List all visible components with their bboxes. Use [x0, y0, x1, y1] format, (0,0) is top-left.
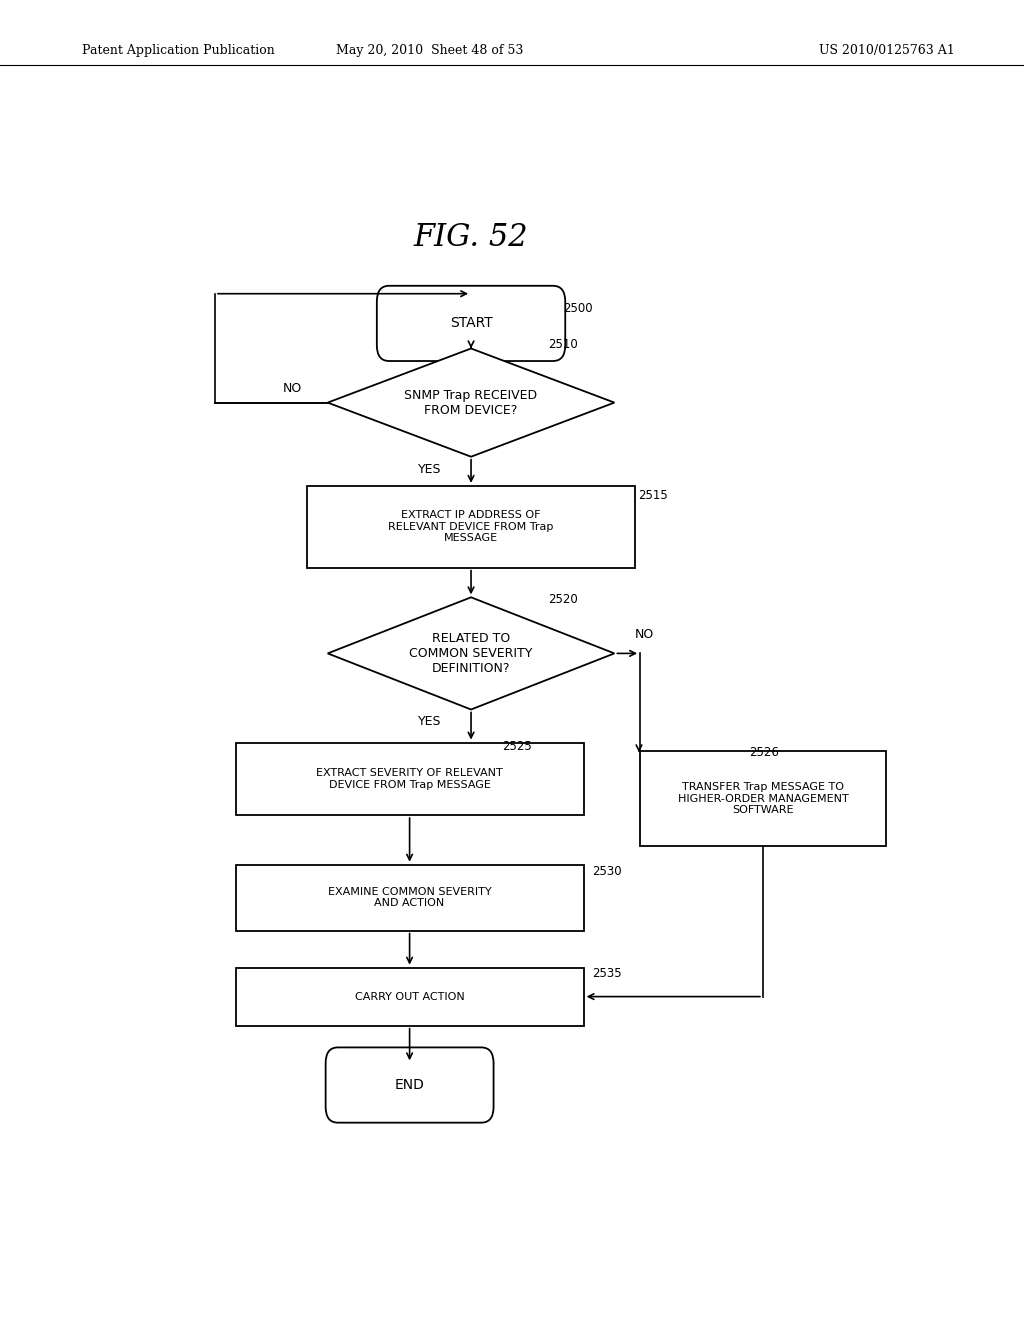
Text: START: START: [450, 317, 493, 330]
Text: TRANSFER Trap MESSAGE TO
HIGHER-ORDER MANAGEMENT
SOFTWARE: TRANSFER Trap MESSAGE TO HIGHER-ORDER MA…: [678, 781, 848, 816]
Text: 2530: 2530: [592, 865, 622, 878]
FancyBboxPatch shape: [377, 286, 565, 360]
Bar: [236, 968, 584, 1026]
Text: YES: YES: [419, 462, 441, 475]
Text: 2525: 2525: [502, 739, 531, 752]
Text: 2526: 2526: [750, 746, 779, 759]
Text: 2500: 2500: [563, 301, 593, 314]
Text: 2520: 2520: [548, 593, 578, 606]
Bar: [640, 751, 886, 846]
Text: RELATED TO
COMMON SEVERITY
DEFINITION?: RELATED TO COMMON SEVERITY DEFINITION?: [410, 632, 532, 675]
Text: NO: NO: [283, 381, 302, 395]
Text: YES: YES: [419, 715, 441, 729]
Text: NO: NO: [635, 627, 654, 640]
Text: 2510: 2510: [548, 338, 578, 351]
Text: Patent Application Publication: Patent Application Publication: [82, 44, 274, 57]
Text: EXAMINE COMMON SEVERITY
AND ACTION: EXAMINE COMMON SEVERITY AND ACTION: [328, 887, 492, 908]
Text: SNMP Trap RECEIVED
FROM DEVICE?: SNMP Trap RECEIVED FROM DEVICE?: [404, 388, 538, 417]
FancyBboxPatch shape: [326, 1048, 494, 1122]
Bar: [307, 486, 635, 568]
Text: END: END: [394, 1078, 425, 1092]
Text: US 2010/0125763 A1: US 2010/0125763 A1: [819, 44, 955, 57]
Bar: [236, 743, 584, 816]
Text: FIG. 52: FIG. 52: [414, 222, 528, 253]
Polygon shape: [328, 597, 614, 710]
Text: CARRY OUT ACTION: CARRY OUT ACTION: [354, 991, 465, 1002]
Text: EXTRACT IP ADDRESS OF
RELEVANT DEVICE FROM Trap
MESSAGE: EXTRACT IP ADDRESS OF RELEVANT DEVICE FR…: [388, 510, 554, 544]
Text: 2515: 2515: [638, 488, 668, 502]
Bar: [236, 865, 584, 931]
Text: May 20, 2010  Sheet 48 of 53: May 20, 2010 Sheet 48 of 53: [337, 44, 523, 57]
Polygon shape: [328, 348, 614, 457]
Text: EXTRACT SEVERITY OF RELEVANT
DEVICE FROM Trap MESSAGE: EXTRACT SEVERITY OF RELEVANT DEVICE FROM…: [316, 768, 503, 789]
Text: 2535: 2535: [592, 966, 622, 979]
